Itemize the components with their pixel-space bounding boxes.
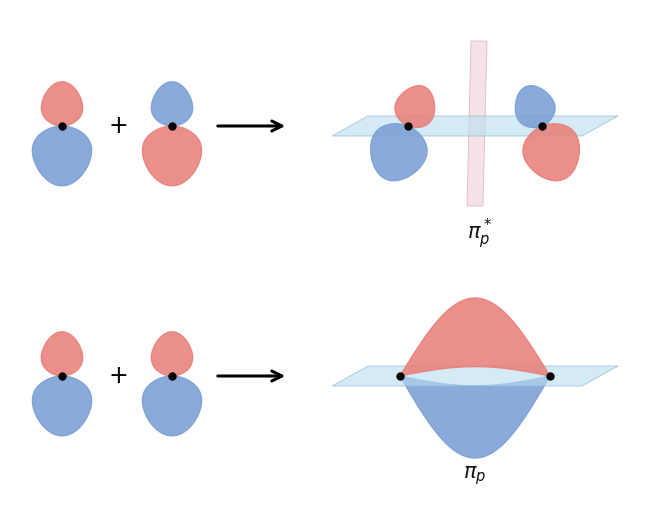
Polygon shape bbox=[395, 86, 435, 127]
Polygon shape bbox=[370, 124, 427, 181]
Text: $\pi_p$: $\pi_p$ bbox=[463, 464, 487, 487]
Polygon shape bbox=[42, 332, 83, 376]
Polygon shape bbox=[400, 376, 550, 458]
Polygon shape bbox=[515, 86, 555, 127]
Text: +: + bbox=[108, 364, 128, 388]
Polygon shape bbox=[142, 376, 202, 436]
Polygon shape bbox=[400, 298, 550, 376]
Polygon shape bbox=[32, 376, 92, 436]
Polygon shape bbox=[467, 41, 487, 206]
Polygon shape bbox=[332, 116, 618, 136]
Polygon shape bbox=[332, 366, 618, 386]
Polygon shape bbox=[42, 82, 83, 126]
Polygon shape bbox=[142, 126, 202, 186]
Text: $\pi_p^*$: $\pi_p^*$ bbox=[467, 217, 493, 251]
Polygon shape bbox=[151, 82, 192, 126]
Text: +: + bbox=[108, 114, 128, 138]
Polygon shape bbox=[32, 126, 92, 186]
Polygon shape bbox=[151, 332, 192, 376]
Polygon shape bbox=[523, 124, 579, 181]
